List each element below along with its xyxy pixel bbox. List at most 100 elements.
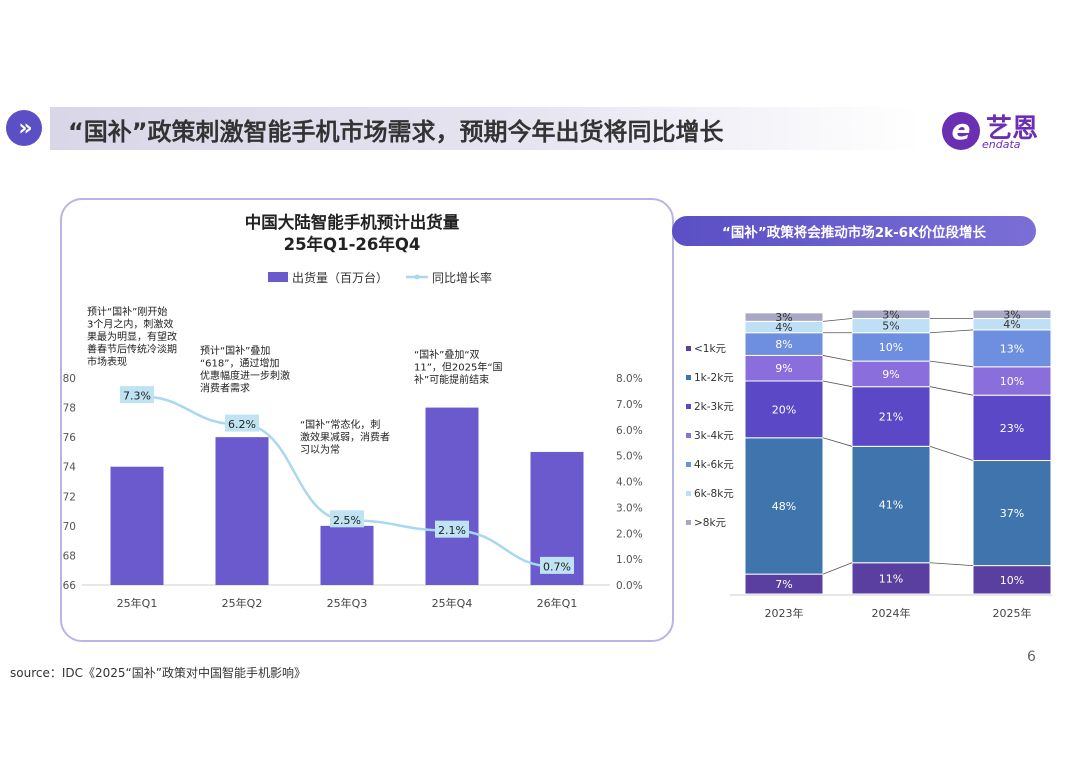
legend-label: 6k-8k元 bbox=[694, 488, 734, 500]
y-right-tick-label: 0.0% bbox=[616, 580, 643, 592]
legend-swatch bbox=[686, 462, 691, 467]
legend-marker-line bbox=[414, 274, 420, 280]
stack-segment bbox=[972, 460, 1052, 567]
legend-swatch-bar bbox=[268, 272, 288, 282]
segment-label: 48% bbox=[772, 500, 796, 513]
legend-swatch bbox=[686, 375, 691, 380]
annotation-text: “国补”常态化，刺 bbox=[300, 418, 380, 431]
legend-label: 3k-4k元 bbox=[694, 430, 734, 442]
annotation-text: “国补”叠加“双 bbox=[414, 348, 480, 361]
chart-title: 中国大陆智能手机预计出货量 bbox=[245, 212, 460, 232]
price-segment-title: “国补”政策将会推动市场2k-6K价位段增长 bbox=[672, 216, 1036, 246]
segment-label: 9% bbox=[882, 368, 899, 381]
segment-label: 23% bbox=[1000, 422, 1024, 435]
chevron-double-right-icon: » bbox=[6, 110, 42, 146]
segment-label: 4% bbox=[1003, 318, 1020, 331]
legend-label: >8k元 bbox=[694, 517, 727, 529]
segment-label: 10% bbox=[879, 341, 903, 354]
stack-segment bbox=[851, 386, 931, 447]
annotation-text: 补”可能提前结束 bbox=[414, 373, 489, 386]
legend-swatch bbox=[686, 491, 691, 496]
segment-label: 8% bbox=[775, 338, 792, 351]
bar bbox=[425, 407, 479, 585]
y-right-tick-label: 5.0% bbox=[616, 451, 643, 463]
stack-segment bbox=[972, 394, 1052, 462]
bar bbox=[110, 466, 164, 585]
brand-logo: e 艺恩 endata bbox=[940, 106, 1050, 156]
segment-label: 20% bbox=[772, 403, 796, 416]
growth-label: 6.2% bbox=[228, 418, 256, 431]
annotation-text: 预计“国补”叠加 bbox=[200, 344, 270, 357]
legend-label: 4k-6k元 bbox=[694, 459, 734, 471]
x-tick-label: 25年Q1 bbox=[117, 596, 158, 610]
x-tick-label: 25年Q3 bbox=[327, 596, 368, 610]
header-band bbox=[50, 107, 920, 150]
segment-label: 10% bbox=[1000, 574, 1024, 587]
y-left-tick-label: 80 bbox=[63, 373, 76, 385]
annotation-text: 优惠幅度进一步刺激 bbox=[200, 369, 290, 382]
x-tick-label: 25年Q2 bbox=[222, 596, 263, 610]
x-tick-label: 2025年 bbox=[993, 606, 1032, 620]
stack-segment bbox=[744, 380, 824, 439]
growth-label: 2.5% bbox=[333, 514, 361, 527]
stack-segment bbox=[851, 562, 931, 595]
growth-label-box bbox=[330, 510, 364, 528]
connector-line bbox=[822, 355, 853, 362]
segment-label: 3% bbox=[882, 308, 899, 321]
growth-label-box bbox=[540, 556, 574, 574]
segment-label: 11% bbox=[879, 572, 903, 585]
stack-segment bbox=[851, 309, 931, 320]
legend-label: <1k元 bbox=[694, 343, 727, 355]
x-tick-label: 25年Q4 bbox=[432, 596, 473, 610]
annotation-text: 3个月之内，刺激效 bbox=[87, 318, 173, 331]
page-number: 6 bbox=[1027, 649, 1036, 665]
y-left-tick-label: 72 bbox=[63, 491, 76, 503]
segment-label: 3% bbox=[1003, 308, 1020, 321]
chart-subtitle: 25年Q1-26年Q4 bbox=[284, 234, 421, 254]
annotation-text: 善春节后传统冷淡期 bbox=[87, 343, 177, 356]
connector-line bbox=[929, 360, 974, 368]
stack-segment bbox=[972, 309, 1052, 320]
connector-line bbox=[929, 445, 974, 461]
stack-segment bbox=[744, 437, 824, 575]
x-tick-label: 26年Q1 bbox=[537, 596, 578, 610]
connector-line bbox=[822, 562, 853, 575]
annotation-text: 市场表现 bbox=[87, 355, 127, 368]
annotation-text: 11”，但2025年“国 bbox=[414, 361, 503, 374]
annotation-text: 习以为常 bbox=[300, 443, 340, 456]
growth-label-box bbox=[435, 520, 469, 538]
legend-label: 2k-3k元 bbox=[694, 401, 734, 413]
segment-label: 5% bbox=[882, 320, 899, 333]
y-left-tick-label: 76 bbox=[63, 432, 77, 444]
stack-segment bbox=[972, 366, 1052, 396]
segment-label: 3% bbox=[775, 311, 792, 324]
growth-label-box bbox=[120, 386, 154, 404]
segment-label: 9% bbox=[775, 362, 792, 375]
stack-segment bbox=[744, 354, 824, 382]
legend-swatch bbox=[686, 520, 691, 525]
segment-label: 10% bbox=[1000, 375, 1024, 388]
growth-label: 0.7% bbox=[543, 560, 571, 573]
annotation-text: 激效果减弱，消费者 bbox=[300, 431, 390, 444]
segment-label: 37% bbox=[1000, 507, 1024, 520]
y-right-tick-label: 1.0% bbox=[616, 554, 643, 566]
legend-swatch bbox=[686, 404, 691, 409]
growth-label-box bbox=[225, 414, 259, 432]
connector-line bbox=[822, 437, 853, 447]
y-right-tick-label: 4.0% bbox=[616, 477, 643, 489]
legend-swatch bbox=[686, 346, 691, 351]
annotation-text: “618”，通过增加 bbox=[200, 357, 279, 370]
growth-label: 7.3% bbox=[123, 390, 151, 403]
segment-label: 21% bbox=[879, 411, 903, 424]
connector-line bbox=[822, 380, 853, 388]
legend-label-bar: 出货量（百万台） bbox=[292, 270, 388, 285]
y-right-tick-label: 3.0% bbox=[616, 502, 643, 514]
y-left-tick-label: 70 bbox=[63, 521, 76, 533]
segment-label: 7% bbox=[775, 578, 792, 591]
connector-line bbox=[929, 562, 974, 566]
x-tick-label: 2024年 bbox=[872, 606, 911, 620]
logo-english-name: endata bbox=[982, 138, 1021, 151]
y-left-tick-label: 68 bbox=[63, 550, 76, 562]
y-right-tick-label: 6.0% bbox=[616, 425, 643, 437]
